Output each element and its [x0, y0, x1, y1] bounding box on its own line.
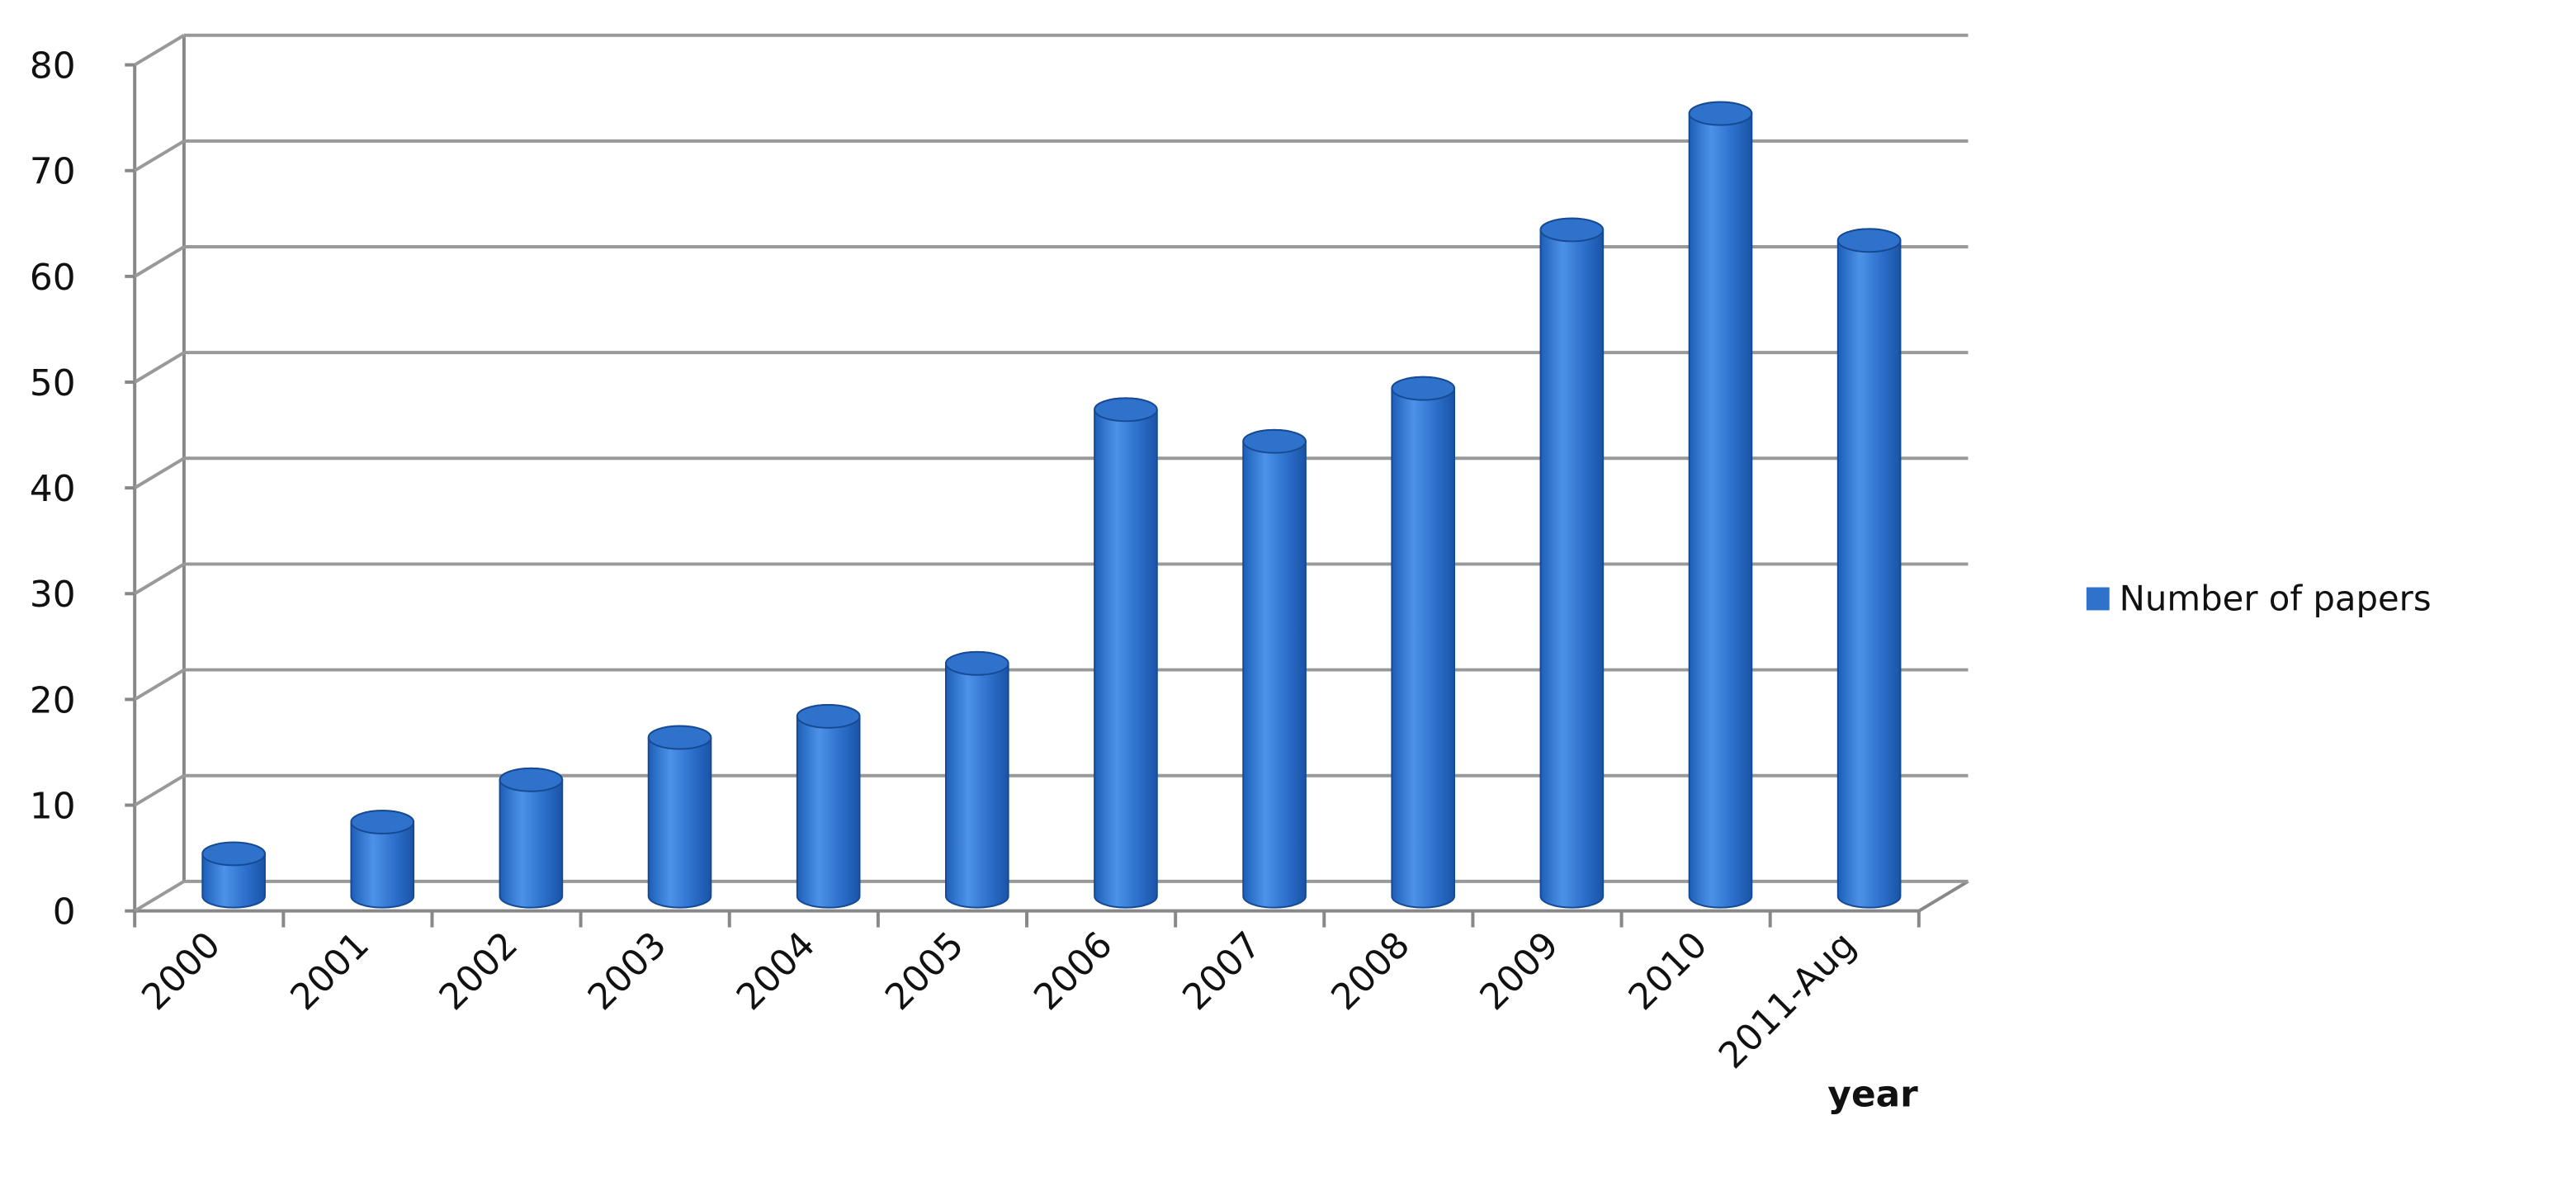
bar-top — [201, 841, 266, 867]
floor-right — [1917, 880, 1969, 913]
x-tick-label: 2011-Aug — [1711, 924, 1865, 1077]
bar-top — [1688, 101, 1753, 126]
grid-depth — [134, 880, 185, 913]
grid-depth — [134, 245, 185, 278]
bar — [1539, 217, 1605, 909]
y-tick-label: 50 — [30, 362, 76, 404]
x-tick-label: 2001 — [282, 924, 377, 1018]
grid-depth — [134, 351, 185, 384]
grid-depth — [134, 456, 185, 489]
y-tick-label: 30 — [30, 574, 76, 616]
bar-top — [1836, 228, 1902, 253]
x-axis-label: year — [1827, 1074, 1918, 1116]
x-tick-label: 2003 — [580, 924, 675, 1018]
bar-top — [499, 767, 564, 792]
bar — [944, 650, 1009, 909]
grid-depth — [134, 668, 185, 702]
bar-top — [1539, 217, 1605, 243]
bar — [1391, 376, 1456, 909]
grid-depth — [134, 773, 185, 807]
x-tick-label: 2004 — [729, 924, 824, 1018]
x-tick-label: 2006 — [1026, 924, 1121, 1018]
y-tick-label: 80 — [30, 45, 76, 87]
y-tick-label: 10 — [30, 785, 76, 827]
y-tick-label: 0 — [53, 891, 76, 933]
legend-label: Number of papers — [2120, 578, 2432, 618]
bar-top — [350, 810, 415, 834]
bar-top — [1391, 376, 1456, 401]
legend-swatch — [2086, 587, 2110, 611]
y-tick-label: 70 — [30, 151, 76, 193]
y-tick-label: 60 — [30, 257, 76, 299]
x-tick-label: 2002 — [431, 924, 526, 1018]
bar — [1836, 228, 1902, 909]
bar — [796, 703, 861, 909]
bar-top — [1094, 397, 1158, 423]
x-tick-label: 2000 — [134, 924, 229, 1018]
x-tick-label: 2008 — [1323, 924, 1418, 1018]
bar — [647, 725, 712, 909]
bar — [1242, 428, 1307, 909]
bar-top — [1242, 428, 1307, 454]
y-tick-label: 20 — [30, 679, 76, 721]
bar-top — [796, 703, 861, 729]
x-tick-label: 2010 — [1620, 924, 1715, 1018]
bar — [1688, 101, 1753, 909]
x-tick-label: 2005 — [877, 924, 972, 1018]
grid-depth — [134, 562, 185, 595]
bar-top — [944, 650, 1009, 676]
grid-depth — [134, 139, 185, 173]
bar-top — [647, 725, 712, 750]
y-tick-label: 40 — [30, 468, 76, 510]
x-tick-label: 2009 — [1472, 924, 1567, 1018]
bar — [1094, 397, 1158, 909]
x-tick-label: 2007 — [1175, 924, 1269, 1018]
grid-depth — [134, 34, 185, 67]
